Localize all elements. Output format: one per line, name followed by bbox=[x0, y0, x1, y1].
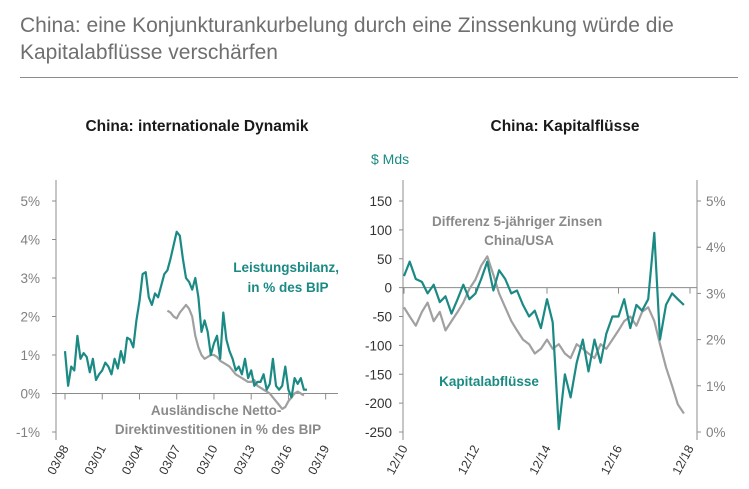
right-y2-tick: 0% bbox=[706, 425, 726, 440]
right-y-tick: -250 bbox=[365, 425, 392, 440]
left-x-tick: 03/16 bbox=[268, 443, 295, 477]
right-chart: China: Kapitalflüsse $ Mds 150 100 50 0 -50 -… bbox=[365, 118, 726, 477]
left-chart-title: China: internationale Dynamik bbox=[85, 118, 308, 135]
right-y-tick: -150 bbox=[365, 367, 392, 382]
left-x-tick: 03/01 bbox=[82, 443, 109, 477]
left-x-tick: 03/10 bbox=[194, 443, 221, 477]
current-account-series-line bbox=[63, 230, 307, 399]
right-x-tick: 12/12 bbox=[455, 443, 482, 477]
left-x-tick: 03/98 bbox=[45, 443, 72, 477]
capital-outflows-label: Kapitalabflüsse bbox=[439, 374, 539, 389]
unit-label: $ Mds bbox=[371, 151, 409, 167]
rate-diff-series-line bbox=[403, 255, 685, 415]
right-series-group bbox=[402, 231, 685, 431]
left-x-tick: 03/19 bbox=[305, 443, 332, 477]
right-x-tick: 12/18 bbox=[670, 443, 697, 477]
right-x-tick: 12/16 bbox=[598, 443, 625, 477]
left-y-tick: 4% bbox=[20, 233, 40, 248]
right-y-tick: -200 bbox=[365, 396, 392, 411]
right-y2-tick: 5% bbox=[706, 194, 726, 209]
left-y-tick: 3% bbox=[20, 271, 40, 286]
left-y-tick: 1% bbox=[20, 348, 40, 363]
right-y2-tick: 4% bbox=[706, 240, 726, 255]
right-y-tick: -100 bbox=[365, 338, 392, 353]
left-y-tick: 2% bbox=[20, 310, 40, 325]
right-y-tick: 50 bbox=[377, 252, 392, 267]
capital-outflows-series-line bbox=[402, 231, 685, 431]
right-y-tick: -50 bbox=[372, 310, 392, 325]
left-x-tick: 03/07 bbox=[156, 443, 183, 477]
left-x-tick: 03/04 bbox=[119, 443, 146, 477]
fdi-label: Ausländische Netto- Direktinvestitionen … bbox=[115, 403, 321, 437]
left-y-axis: 5% 4% 3% 2% 1% 0% -1% bbox=[16, 194, 56, 440]
left-series-group bbox=[63, 230, 307, 410]
right-chart-title: China: Kapitalflüsse bbox=[491, 118, 640, 135]
right-y2-tick: 1% bbox=[706, 379, 726, 394]
right-y-tick: 100 bbox=[369, 223, 392, 238]
right-y-tick: 0 bbox=[384, 281, 392, 296]
right-right-y-axis: 5% 4% 3% 2% 1% 0% bbox=[697, 194, 726, 440]
rate-diff-label: Differenz 5-jähriger Zinsen China/USA bbox=[432, 214, 606, 248]
right-y-tick: 150 bbox=[369, 194, 392, 209]
right-y2-tick: 3% bbox=[706, 286, 726, 301]
left-y-tick: -1% bbox=[16, 425, 40, 440]
title-rule bbox=[20, 77, 738, 78]
right-y2-tick: 2% bbox=[706, 333, 726, 348]
left-y-tick: 5% bbox=[20, 194, 40, 209]
right-left-y-axis: 150 100 50 0 -50 -100 -150 -200 -250 bbox=[365, 194, 403, 440]
current-account-label: Leistungsbilanz, in % des BIP bbox=[233, 260, 343, 295]
left-y-tick: 0% bbox=[20, 387, 40, 402]
left-x-tick: 03/13 bbox=[231, 443, 258, 477]
fdi-series-line bbox=[166, 303, 305, 410]
left-chart: China: internationale Dynamik 5% 4% 3% 2% 1%… bbox=[16, 118, 343, 477]
main-title: China: eine Konjunkturankurbelung durch … bbox=[20, 14, 674, 64]
right-x-tick: 12/10 bbox=[384, 443, 411, 477]
right-x-tick: 12/14 bbox=[527, 443, 554, 477]
right-x-axis: 12/10 12/12 12/14 12/16 12/18 bbox=[384, 287, 697, 477]
